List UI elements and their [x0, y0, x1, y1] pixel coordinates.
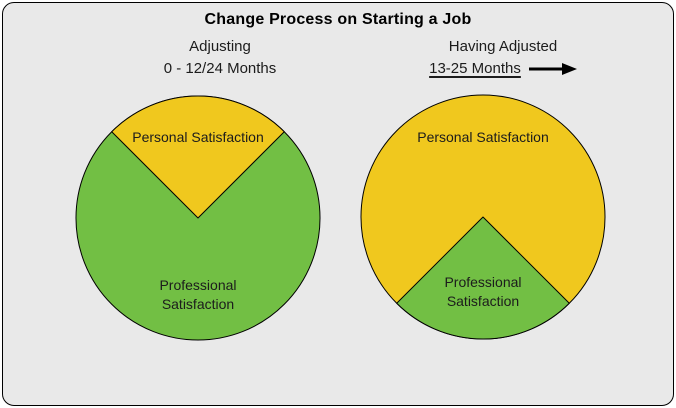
left-column-heading: Adjusting 0 - 12/24 Months: [105, 36, 335, 80]
pie-wedge-slice: [111, 95, 285, 219]
page-title: Change Process on Starting a Job: [204, 11, 472, 28]
right-pie-professional-label: Professional Satisfaction: [444, 274, 522, 309]
left-pie-personal-label: Personal Satisfaction: [132, 129, 264, 145]
right-column-heading: Having Adjusted 13-25 Months: [388, 36, 618, 80]
right-arrow-icon: [528, 63, 577, 75]
pie-wedge-slice: [396, 216, 570, 340]
left-heading-line1: Adjusting: [189, 38, 251, 55]
left-pie-professional-label: Professional Satisfaction: [159, 277, 237, 312]
right-heading-line1: Having Adjusted: [448, 38, 558, 55]
right-heading-line2: 13-25 Months: [388, 58, 618, 80]
right-pie-personal-label: Personal Satisfaction: [417, 129, 549, 145]
right-heading-months: 13-25 Months: [429, 60, 521, 77]
left-heading-line2: 0 - 12/24 Months: [163, 60, 277, 77]
pie-chart-having-adjusted: [360, 94, 606, 340]
pie-chart-adjusting: [75, 95, 321, 341]
